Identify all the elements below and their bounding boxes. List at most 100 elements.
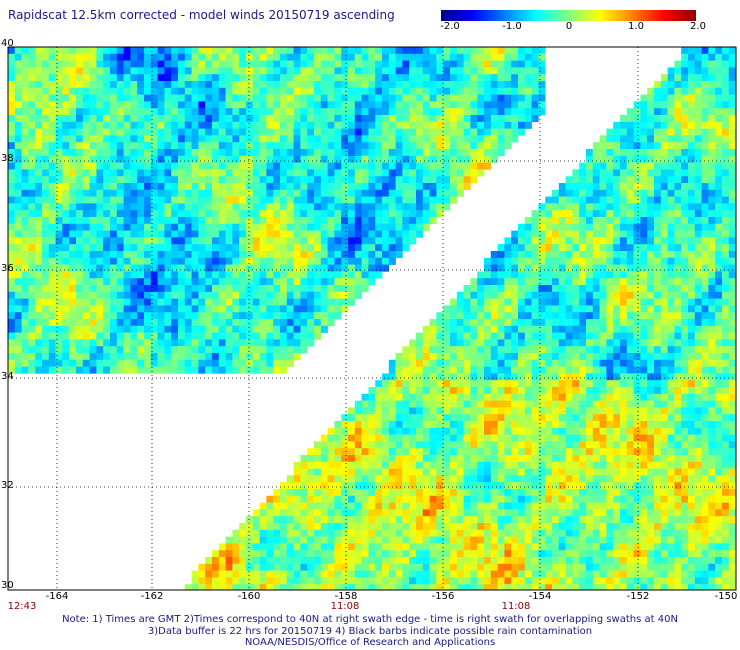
wind-diff-cell	[694, 67, 702, 75]
wind-diff-cell	[218, 94, 226, 102]
wind-diff-cell	[626, 387, 634, 395]
wind-diff-cell	[640, 339, 648, 347]
wind-diff-cell	[212, 257, 220, 265]
wind-diff-cell	[361, 285, 369, 293]
wind-diff-cell	[225, 60, 233, 68]
wind-diff-cell	[314, 67, 322, 75]
wind-diff-cell	[178, 325, 186, 333]
wind-diff-cell	[613, 319, 621, 327]
wind-diff-cell	[76, 162, 84, 170]
wind-diff-cell	[450, 101, 458, 109]
wind-diff-cell	[35, 74, 43, 82]
wind-diff-cell	[531, 101, 539, 109]
wind-diff-cell	[300, 87, 308, 95]
wind-diff-cell	[558, 264, 566, 272]
wind-diff-cell	[660, 162, 668, 170]
wind-diff-cell	[164, 183, 172, 191]
wind-diff-cell	[599, 366, 607, 374]
wind-diff-cell	[314, 217, 322, 225]
wind-diff-cell	[633, 251, 641, 259]
wind-diff-cell	[694, 353, 702, 361]
wind-diff-cell	[184, 291, 192, 299]
wind-diff-cell	[572, 183, 580, 191]
wind-diff-cell	[728, 135, 736, 143]
wind-diff-cell	[178, 298, 186, 306]
wind-diff-cell	[728, 264, 736, 272]
wind-diff-cell	[42, 189, 50, 197]
wind-diff-cell	[579, 359, 587, 367]
wind-diff-cell	[137, 298, 145, 306]
wind-diff-cell	[470, 74, 478, 82]
wind-diff-cell	[538, 414, 546, 422]
wind-diff-cell	[334, 53, 342, 61]
wind-diff-cell	[694, 203, 702, 211]
wind-diff-cell	[715, 305, 723, 313]
wind-diff-cell	[150, 149, 158, 157]
wind-diff-cell	[422, 414, 430, 422]
wind-diff-cell	[388, 407, 396, 415]
wind-diff-cell	[490, 427, 498, 435]
wind-diff-cell	[28, 128, 36, 136]
wind-diff-cell	[660, 149, 668, 157]
wind-diff-cell	[76, 183, 84, 191]
wind-diff-cell	[232, 169, 240, 177]
wind-diff-cell	[429, 339, 437, 347]
wind-diff-cell	[660, 128, 668, 136]
wind-diff-cell	[722, 189, 730, 197]
wind-diff-cell	[715, 217, 723, 225]
wind-diff-cell	[273, 223, 281, 231]
wind-diff-cell	[626, 189, 634, 197]
wind-diff-cell	[599, 271, 607, 279]
wind-diff-cell	[150, 285, 158, 293]
wind-diff-cell	[14, 366, 22, 374]
wind-diff-cell	[654, 223, 662, 231]
wind-diff-cell	[239, 305, 247, 313]
wind-diff-cell	[667, 366, 675, 374]
wind-diff-cell	[688, 108, 696, 116]
wind-diff-cell	[14, 176, 22, 184]
wind-diff-cell	[246, 271, 254, 279]
wind-diff-cell	[314, 101, 322, 109]
wind-diff-cell	[144, 244, 152, 252]
wind-diff-cell	[436, 407, 444, 415]
wind-diff-cell	[613, 162, 621, 170]
wind-diff-cell	[28, 74, 36, 82]
wind-diff-cell	[259, 339, 267, 347]
wind-diff-cell	[382, 387, 390, 395]
wind-diff-cell	[368, 407, 376, 415]
wind-diff-cell	[688, 414, 696, 422]
wind-diff-cell	[246, 155, 254, 163]
wind-diff-cell	[538, 407, 546, 415]
wind-diff-cell	[654, 414, 662, 422]
wind-diff-cell	[450, 189, 458, 197]
wind-diff-cell	[694, 346, 702, 354]
wind-diff-cell	[123, 108, 131, 116]
wind-diff-cell	[620, 121, 628, 129]
wind-diff-cell	[273, 203, 281, 211]
wind-diff-cell	[579, 387, 587, 395]
wind-diff-cell	[116, 196, 124, 204]
wind-diff-cell	[633, 155, 641, 163]
wind-diff-cell	[164, 353, 172, 361]
wind-diff-cell	[490, 319, 498, 327]
wind-diff-cell	[565, 285, 573, 293]
wind-diff-cell	[436, 94, 444, 102]
wind-diff-cell	[293, 210, 301, 218]
wind-diff-cell	[416, 135, 424, 143]
wind-diff-cell	[368, 223, 376, 231]
wind-diff-cell	[490, 135, 498, 143]
wind-diff-cell	[728, 87, 736, 95]
wind-diff-cell	[490, 74, 498, 82]
wind-diff-cell	[212, 251, 220, 259]
wind-diff-cell	[708, 162, 716, 170]
wind-diff-cell	[674, 264, 682, 272]
wind-diff-cell	[572, 407, 580, 415]
wind-diff-cell	[354, 230, 362, 238]
wind-diff-cell	[470, 135, 478, 143]
wind-diff-cell	[361, 142, 369, 150]
wind-diff-cell	[123, 291, 131, 299]
wind-diff-cell	[28, 257, 36, 265]
wind-diff-cell	[307, 339, 315, 347]
wind-diff-cell	[599, 203, 607, 211]
wind-diff-cell	[388, 53, 396, 61]
